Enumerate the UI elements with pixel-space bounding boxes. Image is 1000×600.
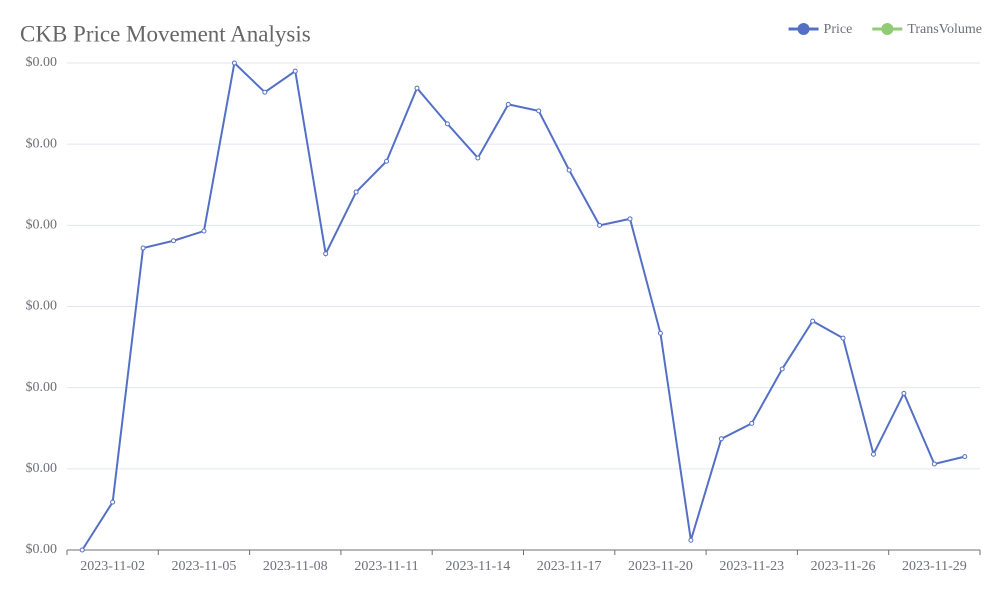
point	[171, 238, 177, 244]
y-tick-label: $0.00	[26, 136, 58, 151]
y-tick-label: $0.00	[26, 461, 58, 476]
point	[536, 108, 542, 114]
point	[79, 547, 85, 553]
point	[779, 366, 785, 372]
point	[444, 121, 450, 127]
y-tick-label: $0.00	[26, 380, 58, 395]
y-tick-label: $0.00	[26, 55, 58, 70]
point	[810, 318, 816, 324]
point	[323, 251, 329, 257]
x-tick-label: 2023-11-29	[902, 559, 967, 574]
point	[901, 390, 907, 396]
point	[262, 89, 268, 95]
legend-marker	[797, 23, 810, 35]
point	[931, 461, 937, 467]
legend-label: TransVolume	[907, 22, 982, 37]
point	[140, 245, 146, 251]
point	[231, 60, 237, 66]
x-tick-label: 2023-11-17	[537, 559, 602, 574]
y-tick-label: $0.00	[26, 299, 58, 314]
point	[292, 68, 298, 74]
point	[627, 216, 633, 222]
point	[414, 85, 420, 91]
point	[505, 101, 511, 107]
x-tick-label: 2023-11-05	[172, 559, 237, 574]
point	[962, 454, 968, 460]
point	[749, 420, 755, 426]
chart-title: CKB Price Movement Analysis	[20, 21, 311, 46]
point	[657, 330, 663, 336]
x-tick-label: 2023-11-14	[445, 559, 510, 574]
x-tick-label: 2023-11-08	[263, 559, 328, 574]
point	[475, 155, 481, 161]
x-tick-label: 2023-11-23	[719, 559, 784, 574]
point	[688, 537, 694, 543]
legend-label: Price	[824, 22, 853, 37]
x-tick-label: 2023-11-26	[811, 559, 876, 574]
x-tick-label: 2023-11-02	[80, 559, 145, 574]
x-tick-label: 2023-11-11	[354, 559, 418, 574]
point	[870, 451, 876, 457]
point	[353, 189, 359, 195]
point	[384, 158, 390, 164]
point	[597, 222, 603, 228]
line	[81, 60, 966, 551]
y-tick-label: $0.00	[26, 542, 58, 557]
point	[110, 499, 116, 505]
point	[840, 335, 846, 341]
point	[718, 436, 724, 442]
y-tick-label: $0.00	[26, 218, 58, 233]
x-tick-label: 2023-11-20	[628, 559, 693, 574]
point	[201, 228, 207, 234]
point	[566, 167, 572, 173]
legend-marker	[881, 23, 894, 35]
